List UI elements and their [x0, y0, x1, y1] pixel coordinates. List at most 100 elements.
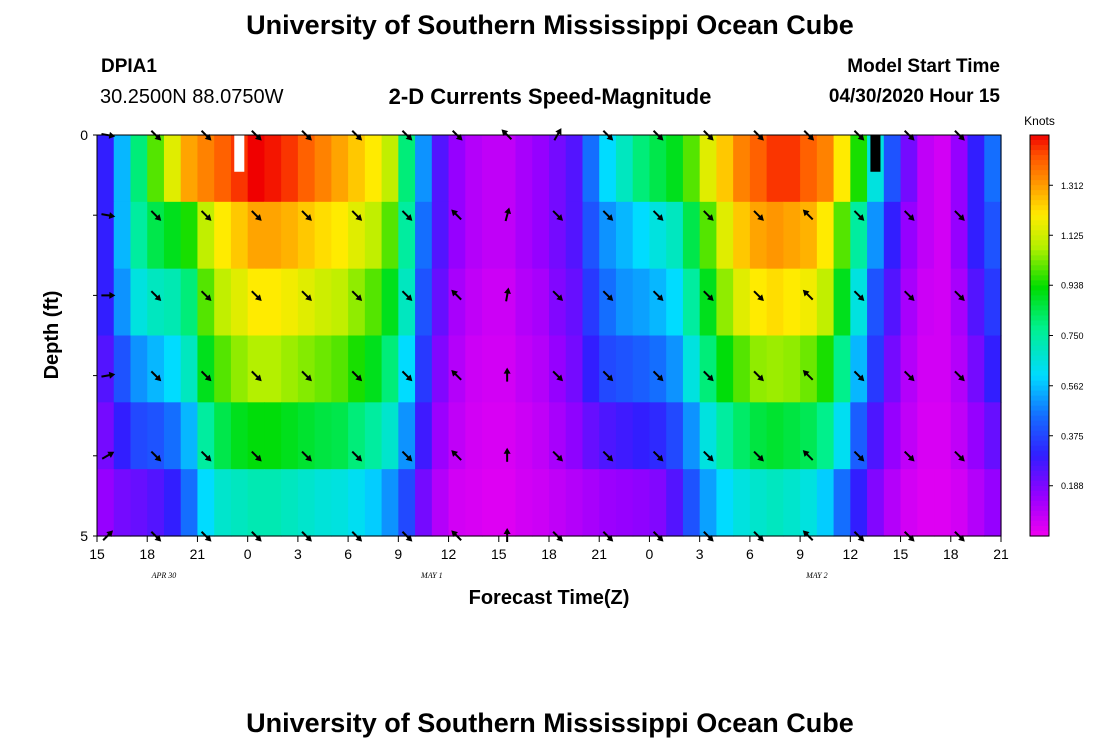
colorbar-segment	[1030, 440, 1049, 447]
colorbar-segment	[1030, 370, 1049, 377]
heatmap-cell	[850, 469, 868, 537]
heatmap-cell	[934, 135, 952, 203]
heatmap-cell	[649, 268, 667, 337]
current-arrow	[753, 531, 764, 542]
heatmap-cell	[498, 135, 517, 203]
heatmap-cell	[314, 201, 332, 270]
heatmap-cell	[281, 402, 299, 470]
current-arrow	[351, 450, 363, 462]
x-tick-label: 6	[746, 546, 754, 562]
current-arrow	[401, 531, 413, 542]
x-tick-label: 0	[646, 546, 654, 562]
heatmap-cell	[783, 201, 801, 270]
heatmap-cell	[917, 469, 935, 537]
current-arrow	[602, 290, 614, 302]
heatmap-cell	[381, 268, 399, 337]
heatmap-cell	[632, 402, 651, 470]
heatmap-cell	[883, 469, 902, 537]
current-arrow	[351, 531, 363, 542]
heatmap-cell	[716, 268, 734, 337]
heatmap-cell	[984, 201, 1002, 270]
heatmap-cell	[431, 469, 450, 537]
heatmap-cell	[431, 135, 450, 203]
heatmap-cell	[615, 268, 634, 337]
colorbar-segment	[1030, 255, 1049, 261]
heatmap-cell	[247, 268, 266, 337]
colorbar-segment	[1030, 500, 1049, 507]
colorbar-segment	[1030, 265, 1049, 271]
heatmap-cell	[632, 135, 651, 203]
x-tick-label: 18	[541, 546, 557, 562]
heatmap-cell	[281, 268, 299, 337]
heatmap-cell	[582, 402, 600, 470]
current-arrow	[753, 290, 764, 302]
heatmap-cell	[348, 335, 366, 403]
heatmap-cell	[565, 335, 584, 403]
colorbar-segment	[1030, 205, 1049, 211]
heatmap-cell	[147, 268, 165, 337]
heatmap-cell	[197, 201, 215, 270]
colorbar-segment	[1030, 410, 1049, 417]
heatmap-cell	[415, 268, 433, 337]
heatmap-cell	[331, 335, 349, 403]
heatmap-cell	[113, 135, 132, 203]
heatmap-cell	[465, 201, 483, 270]
current-arrows	[101, 128, 965, 542]
heatmap-cell	[482, 135, 500, 203]
heatmap-cell	[113, 201, 132, 270]
current-arrow	[753, 130, 764, 141]
heatmap-cell	[900, 201, 918, 270]
current-arrow	[753, 450, 764, 462]
heatmap-cell	[264, 402, 282, 470]
date-label: APR 30	[151, 571, 177, 580]
heatmap-cell	[130, 201, 148, 270]
heatmap-cell	[816, 135, 835, 203]
heatmap-cell	[883, 135, 902, 203]
heatmap-cell	[716, 402, 734, 470]
heatmap-cell	[281, 135, 299, 203]
heatmap-cell	[934, 469, 952, 537]
colorbar-label: Knots	[1024, 114, 1055, 128]
heatmap-cell	[281, 469, 299, 537]
colorbar-segment	[1030, 280, 1049, 286]
heatmap-cell	[549, 469, 567, 537]
current-arrow	[200, 210, 212, 221]
colorbar-segment	[1030, 230, 1049, 236]
current-arrow	[954, 370, 965, 382]
heatmap-cell	[800, 135, 818, 203]
current-arrow	[200, 531, 212, 542]
heatmap-cell	[415, 201, 433, 270]
current-arrow	[504, 287, 511, 302]
colorbar-segment	[1030, 330, 1049, 337]
heatmap-cell	[515, 201, 533, 270]
current-arrow	[351, 210, 363, 221]
heatmap-cell	[900, 268, 918, 337]
heatmap-cell	[431, 201, 450, 270]
heatmap-cell	[314, 335, 332, 403]
heatmap-cell	[331, 268, 349, 337]
heatmap-cell	[297, 135, 316, 203]
colorbar-segment	[1030, 465, 1049, 472]
current-arrow	[703, 210, 714, 221]
heatmap-cell	[465, 469, 483, 537]
heatmap-cell	[833, 402, 851, 470]
heatmap-cell	[565, 268, 584, 337]
heatmap-cell	[281, 201, 299, 270]
heatmap-cell	[967, 469, 985, 537]
current-arrow	[853, 290, 865, 302]
current-arrow	[451, 209, 462, 221]
colorbar-segment	[1030, 345, 1049, 352]
heatmap-cell	[883, 402, 902, 470]
heatmap-cell	[364, 201, 383, 270]
heatmap-cell	[448, 135, 466, 203]
colorbar-segment	[1030, 400, 1049, 407]
heatmap-cell	[163, 201, 182, 270]
heatmap-cell	[582, 135, 600, 203]
x-tick-label: 15	[89, 546, 105, 562]
current-arrow	[552, 531, 564, 542]
current-arrow	[903, 450, 915, 462]
colorbar-segment	[1030, 175, 1049, 181]
heatmap-cell	[264, 469, 282, 537]
colorbar-segment	[1030, 285, 1049, 291]
colorbar-segment	[1030, 300, 1049, 307]
